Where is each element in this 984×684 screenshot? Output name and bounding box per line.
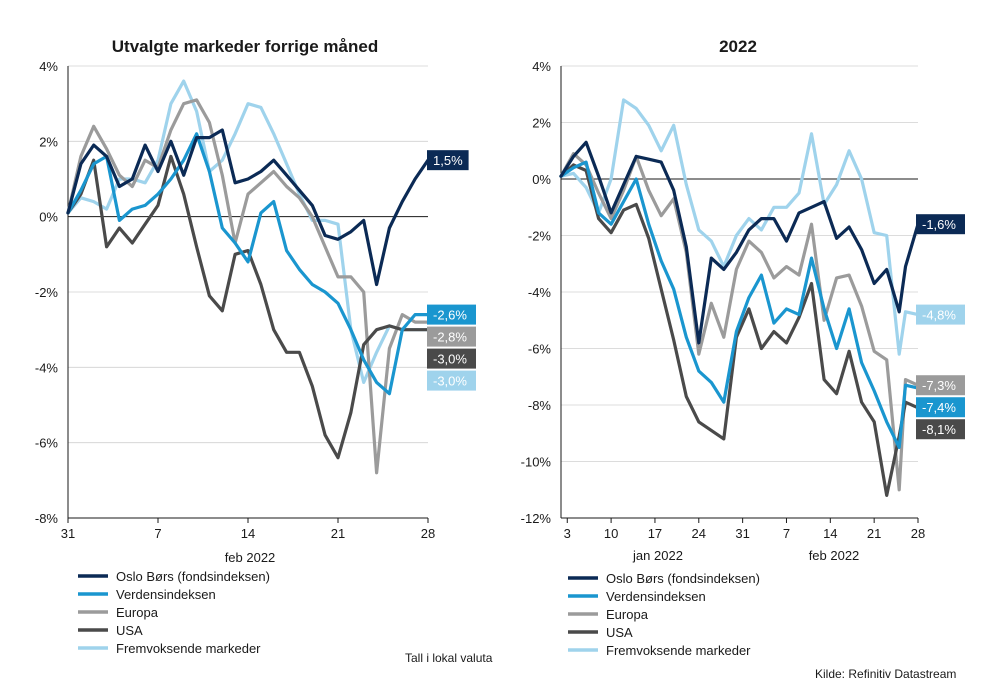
chart1-end-label-usa: -3,0%	[433, 352, 467, 367]
chart2-y-tick-label: -10%	[521, 455, 552, 470]
chart1-end-label-box-europa	[427, 326, 476, 347]
chart1-end-label-box-oslo-bors-fondsindeksen	[427, 150, 469, 171]
chart2-legend-label-europa: Europa	[606, 607, 649, 622]
chart2-x-tick-label: 24	[692, 526, 706, 541]
chart2-end-label-box-oslo-bors-fondsindeksen	[916, 214, 965, 235]
chart2-y-tick-label: -8%	[528, 398, 552, 413]
chart2-end-label-fremvoksende-markeder: -4,8%	[922, 308, 956, 323]
source-note: Kilde: Refinitiv Datastream	[815, 667, 957, 681]
chart1-x-tick-label: 7	[154, 526, 161, 541]
chart1-legend-label-fremvoksende-markeder: Fremvoksende markeder	[116, 641, 261, 656]
chart1-series-oslo-bors-fondsindeksen	[66, 128, 430, 287]
chart1-series-usa	[66, 154, 430, 460]
chart1-end-label-box-usa	[427, 348, 476, 369]
chart2-y-tick-label: -4%	[528, 285, 552, 300]
chart2-x-tick-label: 3	[564, 526, 571, 541]
chart2-x-tick-label: 21	[867, 526, 881, 541]
chart2-end-label-box-verdensindeksen	[916, 397, 965, 418]
chart2-x-tick-label: 28	[911, 526, 925, 541]
chart1-y-tick-label: -4%	[35, 360, 59, 375]
chart2-legend-label-oslo-bors-fondsindeksen: Oslo Børs (fondsindeksen)	[606, 571, 760, 586]
chart1-y-tick-label: -6%	[35, 436, 59, 451]
chart2-legend-label-usa: USA	[606, 625, 633, 640]
chart2-y-tick-label: 2%	[532, 116, 551, 131]
chart1-end-label-oslo-bors-fondsindeksen: 1,5%	[433, 153, 463, 168]
chart1-legend-label-usa: USA	[116, 623, 143, 638]
chart1-end-label-europa: -2,8%	[433, 330, 467, 345]
currency-note: Tall i lokal valuta	[405, 651, 493, 665]
chart1-legend-label-verdensindeksen: Verdensindeksen	[116, 587, 216, 602]
chart2-y-tick-label: -12%	[521, 511, 552, 526]
chart1-end-label-verdensindeksen: -2,6%	[433, 308, 467, 323]
chart2-x-tick-label: 10	[604, 526, 618, 541]
chart2-series-oslo-bors-fondsindeksen	[559, 140, 920, 345]
chart2-y-tick-label: 0%	[532, 172, 551, 187]
chart2-title: 2022	[719, 37, 757, 56]
chart2-series-fremvoksende-markeder	[559, 98, 920, 356]
chart2-legend-label-verdensindeksen: Verdensindeksen	[606, 589, 706, 604]
chart1-y-tick-label: 4%	[39, 59, 58, 74]
chart2-x-tick-label: 17	[648, 526, 662, 541]
chart2-end-label-box-fremvoksende-markeder	[916, 304, 965, 325]
chart2-end-label-box-europa	[916, 375, 965, 396]
chart2-x-tick-label: 31	[735, 526, 749, 541]
chart1-title: Utvalgte markeder forrige måned	[112, 37, 378, 56]
chart2-y-tick-label: -6%	[528, 342, 552, 357]
chart2-series-verdensindeksen	[559, 160, 920, 449]
chart2-x-axis-label: feb 2022	[809, 548, 860, 563]
chart2-end-label-box-usa	[916, 419, 965, 440]
chart2-end-label-usa: -8,1%	[922, 422, 956, 437]
chart2-series-usa	[559, 163, 920, 497]
chart2-end-label-verdensindeksen: -7,4%	[922, 400, 956, 415]
chart1-series-verdensindeksen	[66, 132, 430, 396]
chart2-legend-label-fremvoksende-markeder: Fremvoksende markeder	[606, 643, 751, 658]
chart1-end-label-box-fremvoksende-markeder	[427, 370, 476, 391]
chart2-x-axis-label: jan 2022	[632, 548, 683, 563]
chart1-series-europa	[66, 98, 430, 475]
chart1-x-axis-label: feb 2022	[225, 550, 276, 565]
chart2-end-label-oslo-bors-fondsindeksen: -1,6%	[922, 217, 956, 232]
chart1-y-tick-label: 0%	[39, 210, 58, 225]
chart1-x-tick-label: 14	[241, 526, 255, 541]
chart1-legend-label-oslo-bors-fondsindeksen: Oslo Børs (fondsindeksen)	[116, 569, 270, 584]
chart1-y-tick-label: 2%	[39, 134, 58, 149]
chart1-end-label-box-verdensindeksen	[427, 304, 476, 325]
chart1-x-tick-label: 21	[331, 526, 345, 541]
chart2-x-tick-label: 7	[783, 526, 790, 541]
chart1-legend-label-europa: Europa	[116, 605, 159, 620]
chart2-y-tick-label: 4%	[532, 59, 551, 74]
chart1-y-tick-label: -2%	[35, 285, 59, 300]
chart1-x-tick-label: 28	[421, 526, 435, 541]
chart2-y-tick-label: -2%	[528, 229, 552, 244]
chart2-x-tick-label: 14	[823, 526, 837, 541]
chart2-end-label-europa: -7,3%	[922, 378, 956, 393]
chart1-y-tick-label: -8%	[35, 511, 59, 526]
chart2-series-europa	[559, 152, 920, 492]
chart1-end-label-fremvoksende-markeder: -3,0%	[433, 374, 467, 389]
chart1-x-tick-label: 31	[61, 526, 75, 541]
